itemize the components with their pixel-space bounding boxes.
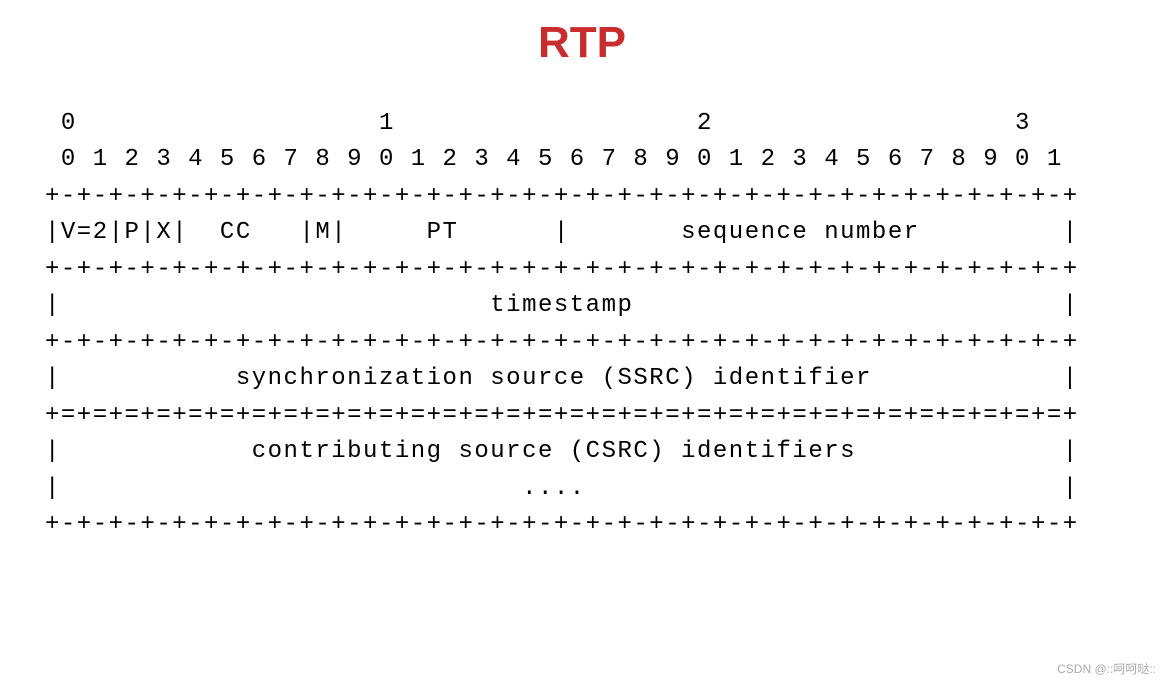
separator: +-+-+-+-+-+-+-+-+-+-+-+-+-+-+-+-+-+-+-+-… <box>45 256 1079 283</box>
rtp-header-diagram: 0 1 2 3 0 1 2 3 4 5 6 7 8 9 0 1 2 3 4 5 … <box>45 106 1164 544</box>
separator: +-+-+-+-+-+-+-+-+-+-+-+-+-+-+-+-+-+-+-+-… <box>45 183 1079 210</box>
separator: +-+-+-+-+-+-+-+-+-+-+-+-+-+-+-+-+-+-+-+-… <box>45 511 1079 538</box>
bit-ruler-minor: 0 1 2 3 4 5 6 7 8 9 0 1 2 3 4 5 6 7 8 9 … <box>45 146 1063 173</box>
separator-double: +=+=+=+=+=+=+=+=+=+=+=+=+=+=+=+=+=+=+=+=… <box>45 402 1079 429</box>
row-timestamp: | timestamp | <box>45 292 1079 319</box>
row-csrc: | contributing source (CSRC) identifiers… <box>45 438 1079 465</box>
row-ssrc: | synchronization source (SSRC) identifi… <box>45 365 1079 392</box>
row-csrc-cont: | .... | <box>45 475 1079 502</box>
page-title: RTP <box>0 18 1164 68</box>
row-flags-seq: |V=2|P|X| CC |M| PT | sequence number | <box>45 219 1079 246</box>
bit-ruler-major: 0 1 2 3 <box>45 110 1031 137</box>
separator: +-+-+-+-+-+-+-+-+-+-+-+-+-+-+-+-+-+-+-+-… <box>45 329 1079 356</box>
